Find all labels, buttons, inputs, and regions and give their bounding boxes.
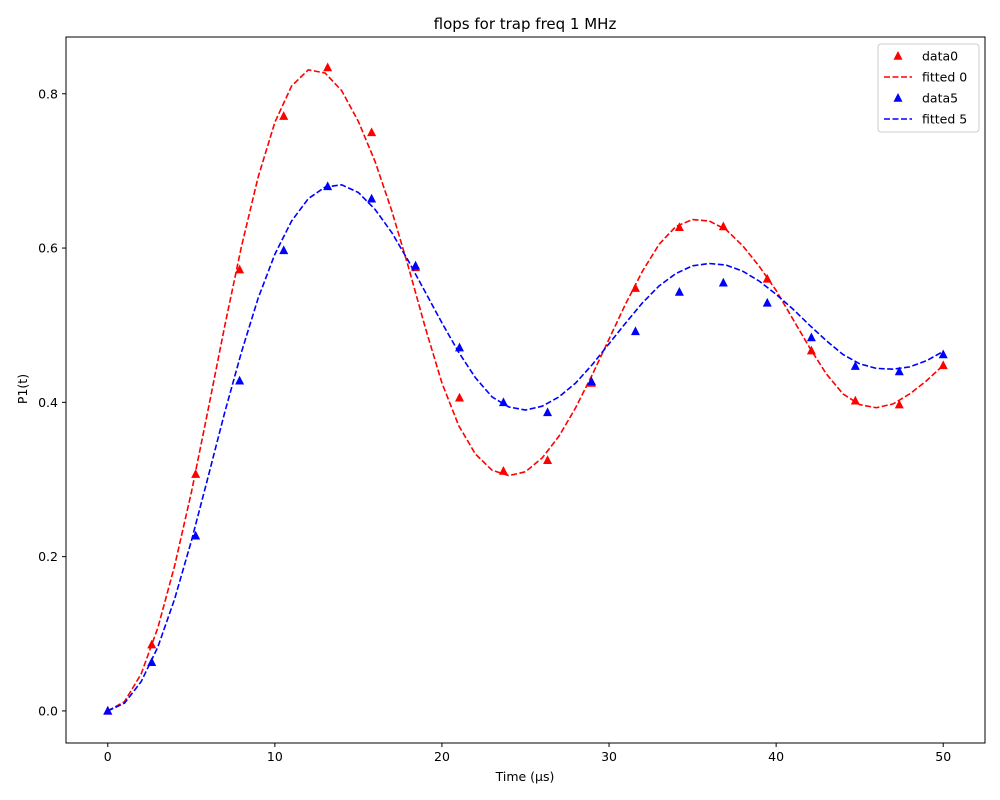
plot-frame: [65, 36, 986, 744]
data-point-data5: [674, 287, 684, 296]
data-point-data0: [674, 222, 684, 231]
y-tick-label: 0.6: [38, 241, 58, 256]
y-tick-label: 0.0: [38, 703, 58, 718]
data-point-data0: [279, 111, 289, 120]
y-axis: 0.0 0.2 0.4 0.6 0.8: [38, 86, 66, 718]
legend-label-data5: data5: [922, 91, 958, 106]
legend-handle-data5: [893, 93, 903, 102]
x-axis: 0 10 20 30 40 50: [104, 743, 951, 764]
data-point-data5: [543, 407, 553, 417]
data-point-data5: [630, 326, 640, 336]
data-point-data0: [147, 639, 157, 649]
y-tick-label: 0.2: [38, 549, 58, 564]
data-point-data5: [806, 332, 816, 342]
data-point-data0: [894, 399, 904, 409]
x-tick-label: 30: [601, 749, 617, 764]
data-point-data0: [323, 62, 333, 72]
data-point-data5: [498, 397, 508, 407]
legend-box: [877, 43, 980, 133]
series-line-fitted-5: [107, 183, 944, 712]
x-tick-label: 10: [267, 749, 283, 764]
data-point-data5: [323, 181, 333, 191]
y-axis-label: P1(t): [15, 374, 30, 404]
data-point-data5: [191, 530, 201, 540]
data-point-data5: [587, 376, 597, 386]
legend-label-data0: data0: [922, 49, 958, 64]
data-point-data0: [367, 127, 377, 137]
data-point-data5: [718, 277, 728, 287]
x-tick-label: 20: [434, 749, 450, 764]
data-point-data5: [279, 245, 289, 255]
plot-area: [103, 62, 948, 715]
x-tick-label: 40: [768, 749, 784, 764]
data-point-data0: [718, 221, 728, 231]
y-tick-label: 0.4: [38, 395, 58, 410]
data-point-data0: [630, 283, 640, 292]
data-point-data5: [235, 375, 245, 385]
data-point-data5: [938, 349, 948, 359]
legend-label-fitted-0: fitted 0: [922, 70, 967, 85]
data-point-data5: [850, 361, 860, 370]
x-tick-label: 50: [935, 749, 951, 764]
data-point-data0: [454, 392, 464, 402]
data-point-data0: [498, 465, 508, 475]
data-point-data0: [850, 395, 860, 405]
data-point-data5: [411, 260, 421, 270]
data-point-data5: [367, 193, 377, 203]
data-point-data0: [543, 455, 553, 464]
chart-title: flops for trap freq 1 MHz: [434, 15, 617, 33]
legend: data0 fitted 0 data5 fitted 5: [877, 43, 980, 133]
data-point-data5: [454, 342, 464, 352]
data-point-data5: [762, 297, 772, 307]
data-point-data0: [235, 264, 245, 274]
series-line-fitted-0: [107, 68, 944, 712]
y-tick-label: 0.8: [38, 86, 58, 101]
x-axis-label: Time (µs): [495, 769, 555, 784]
legend-label-fitted-5: fitted 5: [922, 112, 967, 127]
legend-handle-data0: [893, 51, 903, 60]
data-point-data5: [894, 366, 904, 376]
x-tick-label: 0: [104, 749, 112, 764]
